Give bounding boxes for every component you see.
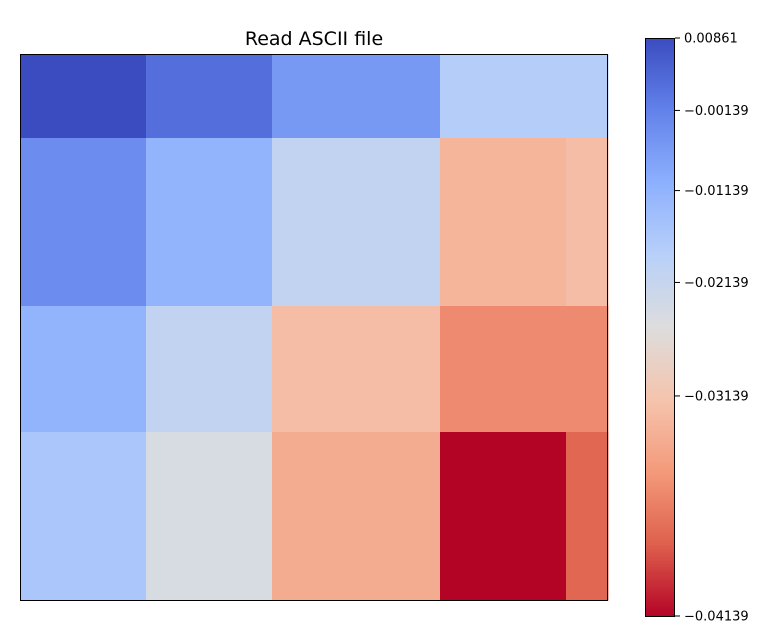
heatmap-cell (20, 54, 147, 139)
heatmap-cell (440, 54, 567, 139)
colorbar-tick-label: 0.00861 (684, 32, 738, 47)
heatmap-cell (272, 54, 441, 139)
heatmap-cell (566, 138, 609, 307)
chart-title: Read ASCII file (245, 28, 383, 50)
plot-frame (20, 54, 608, 601)
heatmap-cell (440, 138, 567, 307)
heatmap-cell (272, 306, 441, 433)
heatmap-cell (20, 432, 147, 601)
heatmap-cell (440, 306, 567, 433)
colorbar-tick-label: −0.03139 (684, 389, 749, 404)
heatmap-cells (20, 54, 609, 601)
colorbar-tick-label: −0.02139 (684, 276, 749, 291)
colorbar-tick-label: −0.00139 (684, 104, 749, 119)
heatmap-cell (440, 432, 567, 601)
heatmap-cell (20, 306, 147, 433)
heatmap-cell (566, 432, 609, 601)
colorbar-ticks: 0.00861 −0.00139 −0.01139 −0.02139 −0.03139 −… (675, 32, 749, 625)
colorbar-tick-label: −0.01139 (684, 184, 749, 199)
heatmap-cell (272, 138, 441, 307)
heatmap-cell (20, 138, 147, 307)
heatmap-cell (146, 54, 273, 139)
colorbar (645, 38, 675, 617)
heatmap-cell (146, 306, 273, 433)
colorbar-tick-label: −0.04139 (684, 610, 749, 625)
heatmap-cell (146, 138, 273, 307)
heatmap-cell (272, 432, 441, 601)
heatmap-cell (566, 306, 609, 433)
heatmap-cell (566, 54, 609, 139)
heatmap-cell (146, 432, 273, 601)
